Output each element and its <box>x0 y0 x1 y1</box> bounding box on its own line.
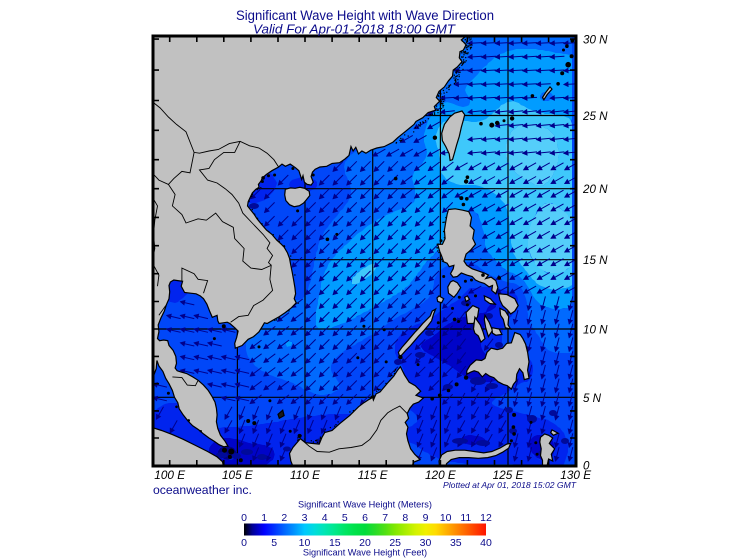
svg-text:10: 10 <box>440 512 452 524</box>
svg-text:125 E: 125 E <box>493 468 524 482</box>
svg-text:9: 9 <box>423 512 429 524</box>
svg-text:5: 5 <box>342 512 348 524</box>
svg-text:30: 30 <box>420 537 432 549</box>
svg-text:25 N: 25 N <box>582 110 608 123</box>
svg-text:10 N: 10 N <box>583 324 608 337</box>
svg-text:4: 4 <box>322 512 328 524</box>
svg-text:110 E: 110 E <box>290 468 320 482</box>
svg-text:15: 15 <box>329 537 341 549</box>
svg-text:Significant Wave Height with W: Significant Wave Height with Wave Direct… <box>236 8 494 24</box>
svg-text:25: 25 <box>389 537 401 549</box>
svg-text:2: 2 <box>281 512 287 524</box>
svg-text:15 N: 15 N <box>583 254 608 267</box>
svg-text:5 N: 5 N <box>583 392 602 405</box>
svg-text:oceanweather inc.: oceanweather inc. <box>153 483 252 497</box>
svg-text:35: 35 <box>450 537 462 549</box>
svg-text:Valid For Apr-01-2018 18:00 GM: Valid For Apr-01-2018 18:00 GMT <box>253 22 456 37</box>
svg-text:3: 3 <box>302 512 308 524</box>
svg-text:8: 8 <box>402 512 408 524</box>
svg-text:Plotted at Apr 01, 2018 15:02: Plotted at Apr 01, 2018 15:02 GMT <box>443 480 577 490</box>
svg-text:7: 7 <box>382 512 388 524</box>
svg-text:100 E: 100 E <box>154 468 185 482</box>
svg-text:12: 12 <box>480 512 492 524</box>
svg-text:115 E: 115 E <box>358 468 388 482</box>
svg-text:Significant Wave Height (Meter: Significant Wave Height (Meters) <box>298 500 432 510</box>
svg-text:40: 40 <box>480 537 492 549</box>
svg-text:6: 6 <box>362 512 368 524</box>
svg-text:11: 11 <box>460 512 471 524</box>
svg-text:10: 10 <box>299 537 311 549</box>
svg-text:0: 0 <box>583 460 590 473</box>
svg-text:30 N: 30 N <box>583 34 608 47</box>
svg-text:20 N: 20 N <box>582 183 608 196</box>
svg-text:20: 20 <box>359 537 371 549</box>
svg-text:0: 0 <box>241 537 247 549</box>
svg-text:Significant Wave Height (Feet): Significant Wave Height (Feet) <box>303 548 427 558</box>
svg-text:130 E: 130 E <box>560 468 591 482</box>
svg-text:5: 5 <box>271 537 277 549</box>
svg-text:105 E: 105 E <box>222 468 253 482</box>
svg-text:0: 0 <box>241 512 247 524</box>
svg-text:1: 1 <box>261 512 267 524</box>
svg-text:120 E: 120 E <box>425 468 456 482</box>
